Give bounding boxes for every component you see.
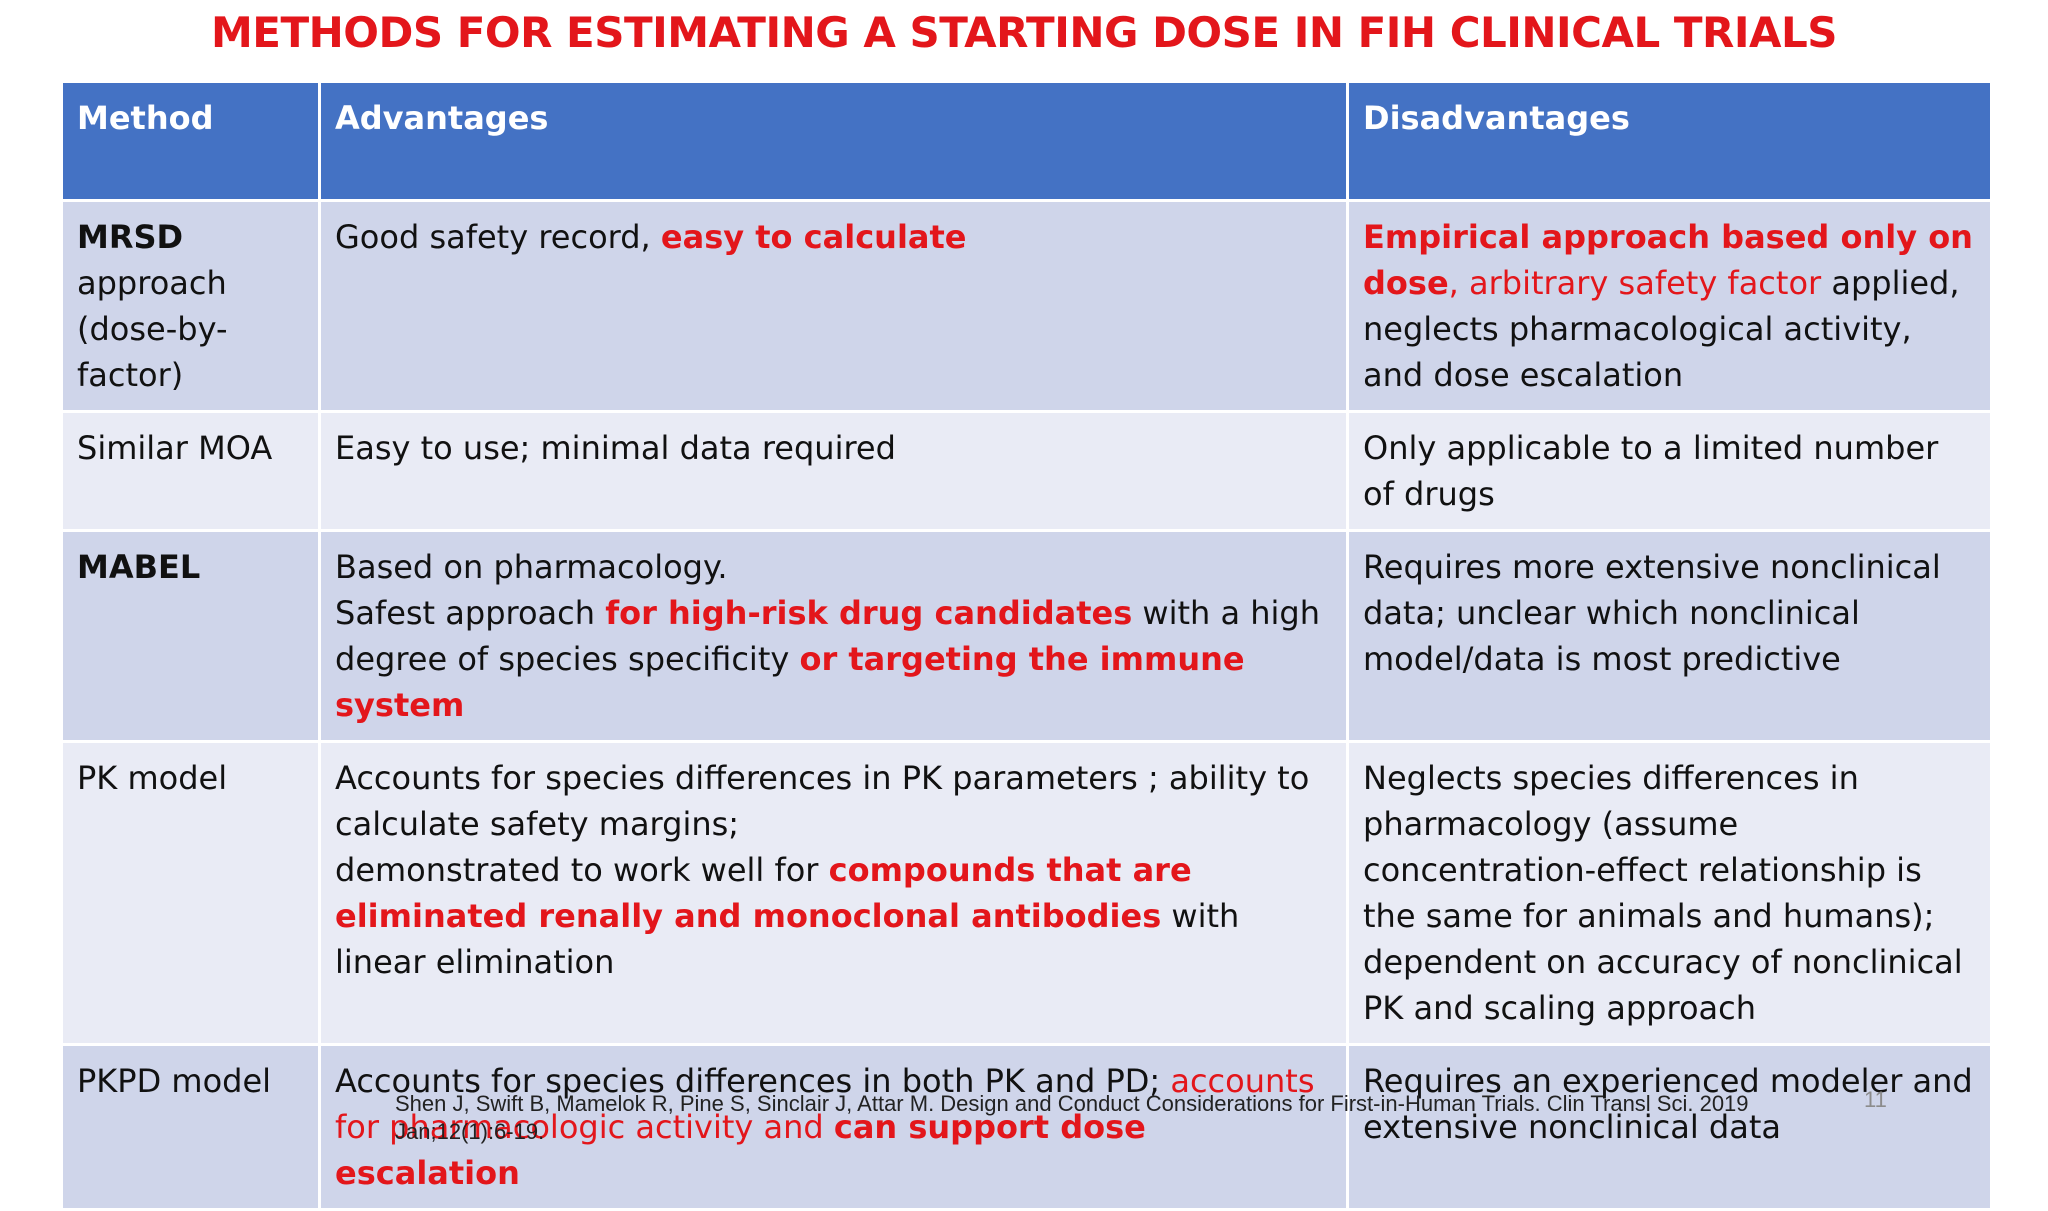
table-row: MABEL Based on pharmacology. Safest appr… bbox=[60, 529, 1993, 743]
cell-advantages: Easy to use; minimal data required bbox=[318, 410, 1349, 532]
method-name: MABEL bbox=[77, 548, 201, 586]
text-segment: Accounts for species differences in both… bbox=[335, 1062, 1171, 1100]
text-segment: Accounts for species differences in PK p… bbox=[335, 759, 1310, 843]
method-detail: approach bbox=[77, 264, 227, 302]
cell-disadvantages: Neglects species differences in pharmaco… bbox=[1346, 740, 1993, 1046]
table-header-row: Method Advantages Disadvantages bbox=[60, 80, 1993, 202]
cell-disadvantages: Empirical approach based only on dose, a… bbox=[1346, 199, 1993, 413]
highlight-text: Empirical approach based only on dose bbox=[1363, 218, 1973, 302]
method-detail: (dose-by- bbox=[77, 310, 228, 348]
header-method: Method bbox=[60, 80, 321, 202]
highlight-text: accounts for pharmacologic activity and bbox=[335, 1062, 1315, 1146]
cell-method: MABEL bbox=[60, 529, 321, 743]
text-segment: Safest approach bbox=[335, 594, 606, 632]
table-row: Similar MOA Easy to use; minimal data re… bbox=[60, 410, 1993, 532]
methods-table: Method Advantages Disadvantages MRSD app… bbox=[60, 80, 1993, 1211]
text-segment: Good safety record, bbox=[335, 218, 661, 256]
text-segment: demonstrated to work well for bbox=[335, 851, 829, 889]
page-number: 11 bbox=[1864, 1087, 1887, 1112]
highlight-text: for high-risk drug candidates bbox=[605, 594, 1133, 632]
method-name: MRSD bbox=[77, 218, 184, 256]
method-detail: factor) bbox=[77, 356, 184, 394]
cell-advantages: Accounts for species differences in PK p… bbox=[318, 740, 1349, 1046]
cell-advantages: Based on pharmacology. Safest approach f… bbox=[318, 529, 1349, 743]
header-advantages: Advantages bbox=[318, 80, 1349, 202]
cell-disadvantages: Requires more extensive nonclinical data… bbox=[1346, 529, 1993, 743]
text-segment: Based on pharmacology. bbox=[335, 548, 728, 586]
cell-method: Similar MOA bbox=[60, 410, 321, 532]
slide-title: METHODS FOR ESTIMATING A STARTING DOSE I… bbox=[210, 8, 1838, 57]
highlight-text: , arbitrary safety factor bbox=[1448, 264, 1822, 302]
text-segment: with a high degree of species specificit… bbox=[335, 594, 1321, 678]
highlight-text: or targeting the immune system bbox=[335, 640, 1245, 724]
cell-method: PK model bbox=[60, 740, 321, 1046]
header-disadvantages: Disadvantages bbox=[1346, 80, 1993, 202]
cell-advantages: Good safety record, easy to calculate bbox=[318, 199, 1349, 413]
highlight-text: compounds that are eliminated renally an… bbox=[335, 851, 1192, 935]
citation-text: Shen J, Swift B, Mamelok R, Pine S, Sinc… bbox=[395, 1091, 1749, 1144]
cell-method: MRSD approach (dose-by- factor) bbox=[60, 199, 321, 413]
table-row: MRSD approach (dose-by- factor) Good saf… bbox=[60, 199, 1993, 413]
cell-disadvantages: Only applicable to a limited number of d… bbox=[1346, 410, 1993, 532]
highlight-text: easy to calculate bbox=[660, 218, 967, 256]
text-segment: with linear elimination bbox=[335, 897, 1240, 981]
table-row: PK model Accounts for species difference… bbox=[60, 740, 1993, 1046]
text-segment: applied, neglects pharmacological activi… bbox=[1363, 264, 1960, 394]
cell-method: PKPD model bbox=[60, 1043, 321, 1211]
